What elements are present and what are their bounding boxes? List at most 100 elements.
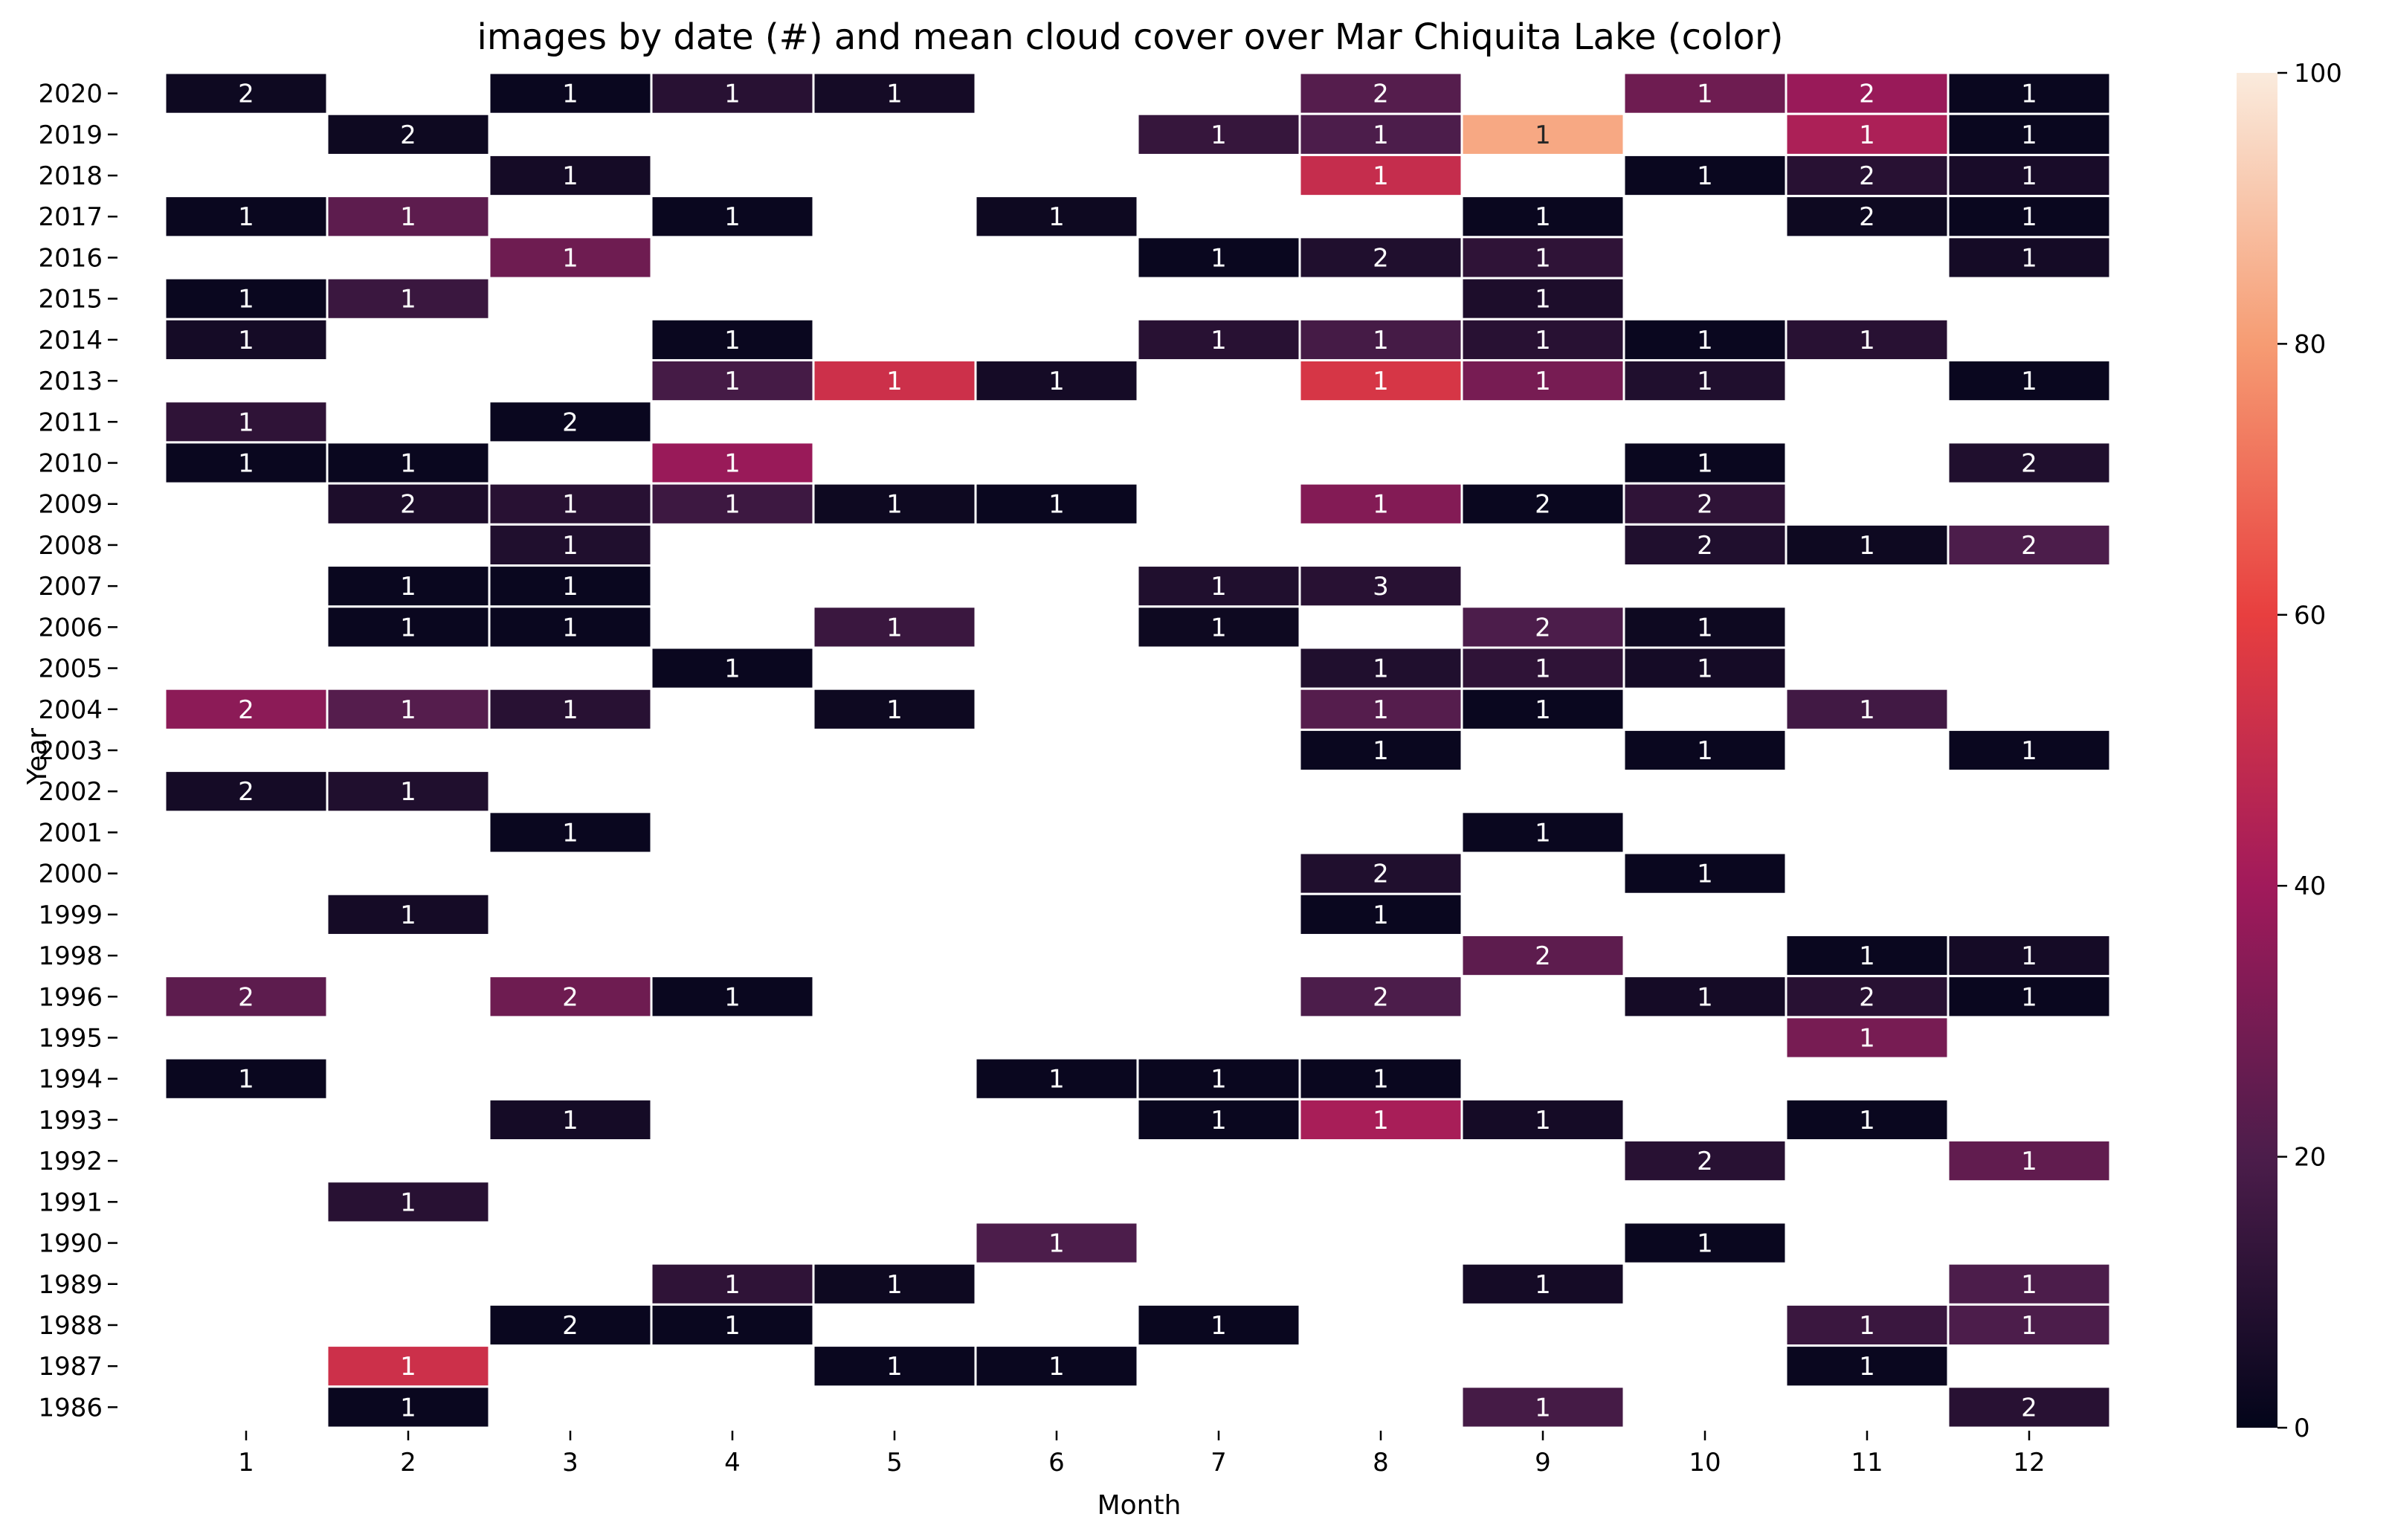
cell-count-label: 1 (886, 695, 903, 725)
cell-count-label: 1 (2021, 1270, 2037, 1300)
y-tick-label: 2013 (38, 367, 103, 396)
cell-count-label: 1 (1697, 1229, 1713, 1259)
cell-count-label: 1 (562, 818, 578, 848)
y-tick-label: 2019 (38, 120, 103, 150)
colorbar-tick-label: 40 (2294, 872, 2326, 901)
y-tick-label: 1999 (38, 901, 103, 930)
x-tick-label: 5 (886, 1448, 903, 1478)
heatmap-cell (1460, 1098, 1625, 1142)
cell-count-label: 1 (400, 613, 416, 642)
y-tick-label: 2017 (38, 202, 103, 232)
cell-count-label: 1 (562, 80, 578, 109)
cell-count-label: 1 (1210, 1106, 1227, 1135)
cell-count-label: 1 (1697, 982, 1713, 1012)
heatmap-cell (1622, 646, 1787, 690)
cell-count-label: 1 (2021, 982, 2037, 1012)
cell-count-label: 1 (1697, 367, 1713, 396)
heatmap-cell (1947, 1262, 2112, 1306)
y-axis-label: Year (22, 728, 53, 785)
colorbar: 0 20 40 60 80 100 (2237, 59, 2342, 1443)
y-tick-label: 2009 (38, 490, 103, 520)
y-tick-label: 2015 (38, 285, 103, 315)
heatmap-cell (650, 1303, 815, 1347)
heatmap-cell (1298, 1057, 1463, 1101)
y-tick-label: 2007 (38, 572, 103, 602)
cell-count-label: 1 (1210, 1065, 1227, 1095)
cell-count-label: 1 (1048, 367, 1065, 396)
y-tick-label: 2001 (38, 818, 103, 848)
cell-count-label: 1 (1859, 941, 1875, 971)
heatmap-cell (1785, 112, 1950, 156)
cell-count-label: 1 (400, 1352, 416, 1382)
heatmap-cell (1785, 1016, 1950, 1060)
heatmap-cell (1785, 523, 1950, 567)
heatmap-cell (488, 687, 653, 731)
heatmap-cell (812, 1262, 977, 1306)
x-tick-label: 6 (1048, 1448, 1065, 1478)
cell-count-label: 1 (400, 285, 416, 315)
cell-count-label: 2 (238, 695, 254, 725)
cell-count-label: 1 (1535, 818, 1551, 848)
colorbar-tick-label: 80 (2294, 329, 2326, 359)
y-tick-label: 1994 (38, 1065, 103, 1095)
cell-count-label: 1 (1859, 1023, 1875, 1053)
cell-count-label: 2 (562, 407, 578, 437)
heatmap-cell (1460, 318, 1625, 361)
y-tick-label: 2004 (38, 695, 103, 725)
heatmap-cell (488, 400, 653, 444)
cell-count-label: 1 (2021, 202, 2037, 232)
cell-count-label: 1 (1697, 736, 1713, 766)
heatmap-cell (1460, 1385, 1625, 1429)
cell-count-label: 1 (1048, 1065, 1065, 1095)
cell-count-label: 3 (1373, 572, 1389, 602)
cell-count-label: 1 (1535, 1270, 1551, 1300)
heatmap-cell (488, 236, 653, 280)
heatmap-cell (1785, 1098, 1950, 1142)
heatmap-cell (1460, 1262, 1625, 1306)
cell-count-label: 2 (2021, 449, 2037, 479)
cell-count-label: 1 (1210, 1311, 1227, 1341)
cell-count-label: 1 (400, 449, 416, 479)
cell-count-label: 2 (1373, 80, 1389, 109)
heatmap-cell (1460, 933, 1625, 978)
cell-count-label: 1 (238, 285, 254, 315)
heatmap-cell (326, 1385, 491, 1429)
heatmap-cell (164, 400, 329, 444)
heatmap-cell (1947, 236, 2112, 280)
y-tick-label: 2011 (38, 407, 103, 437)
cell-count-label: 2 (2021, 531, 2037, 561)
cell-count-label: 1 (1535, 243, 1551, 273)
heatmap-cell (488, 1098, 653, 1142)
cell-count-label: 1 (1210, 326, 1227, 355)
cell-count-label: 2 (1697, 490, 1713, 520)
heatmap-cell (1785, 153, 1950, 198)
x-tick-label: 3 (562, 1448, 578, 1478)
heatmap-cell (326, 892, 491, 936)
y-tick-label: 2000 (38, 860, 103, 889)
cell-count-label: 2 (1535, 490, 1551, 520)
heatmap-cell (1622, 358, 1787, 403)
heatmap-cell (974, 358, 1139, 403)
cell-count-label: 1 (724, 367, 741, 396)
heatmap-cell (1785, 687, 1950, 731)
cell-count-label: 1 (886, 1352, 903, 1382)
heatmap-cell (1947, 975, 2112, 1019)
cell-count-label: 1 (1697, 80, 1713, 109)
cell-count-label: 1 (400, 695, 416, 725)
heatmap-cell (1947, 1139, 2112, 1183)
heatmap-cell (164, 441, 329, 485)
cell-count-label: 1 (1048, 1229, 1065, 1259)
heatmap-cell (1460, 195, 1625, 239)
cell-count-label: 1 (1859, 1311, 1875, 1341)
heatmap-cell (1785, 318, 1950, 361)
heatmap-cell (1460, 605, 1625, 649)
cell-count-label: 1 (400, 777, 416, 807)
cell-count-label: 2 (1697, 531, 1713, 561)
cell-count-label: 1 (2021, 1147, 2037, 1176)
heatmap-cell (812, 1344, 977, 1388)
cell-count-label: 1 (1535, 326, 1551, 355)
cell-count-label: 1 (400, 202, 416, 232)
cell-count-label: 1 (2021, 941, 2037, 971)
colorbar-gradient (2237, 73, 2277, 1428)
